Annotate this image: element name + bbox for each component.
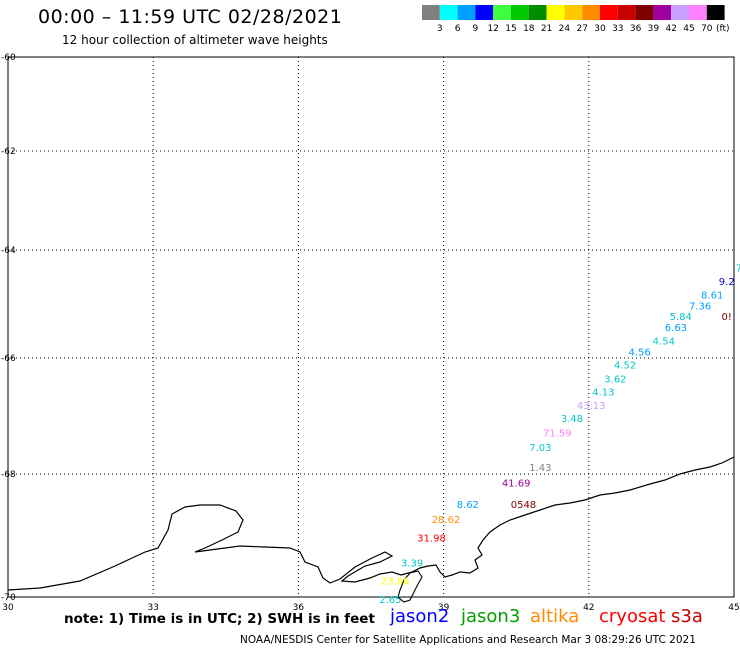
legend-swatch <box>493 5 511 20</box>
lat-tick-label: -70 <box>1 593 16 603</box>
wave-height-label: 0548 <box>511 500 536 511</box>
lat-tick-label: -68 <box>1 470 16 480</box>
lon-tick-label: 36 <box>293 603 305 613</box>
legend-swatch <box>671 5 689 20</box>
legend-swatch <box>635 5 654 20</box>
credit-line: NOAA/NESDIS Center for Satellite Applica… <box>240 634 696 646</box>
lat-tick-label: -60 <box>1 53 16 63</box>
legend-label: 18 <box>523 24 535 34</box>
page-subtitle: 12 hour collection of altimeter wave hei… <box>62 33 328 47</box>
wave-height-label: 7.03 <box>529 443 551 454</box>
page-title: 00:00 – 11:59 UTC 02/28/2021 <box>38 6 343 28</box>
map-frame <box>7 56 735 598</box>
satellite-label: s3a <box>671 606 703 627</box>
wave-height-label: 4.52 <box>614 360 636 371</box>
legend-swatch <box>511 5 529 20</box>
legend-swatch <box>582 5 600 20</box>
legend-swatch <box>546 5 565 20</box>
wave-height-label: 8.61 <box>701 291 723 302</box>
legend-label: 15 <box>505 24 516 34</box>
lat-tick-label: -64 <box>1 246 16 256</box>
legend-swatch <box>617 5 636 20</box>
legend-label: 36 <box>630 24 642 34</box>
island-outline <box>397 570 423 603</box>
satellite-label: cryosat <box>599 606 666 627</box>
legend-label: 27 <box>576 24 587 34</box>
legend-label: 3 <box>437 24 443 34</box>
wave-height-label: 71.59 <box>543 428 572 439</box>
lon-tick-label: 30 <box>2 603 14 613</box>
lon-tick-label: 39 <box>438 603 450 613</box>
wave-height-label: 0! <box>722 312 732 323</box>
legend-swatch <box>457 5 476 20</box>
legend-label: 42 <box>665 24 676 34</box>
legend-swatch <box>475 5 494 20</box>
wave-height-label: 5.84 <box>670 312 692 323</box>
legend-swatch <box>653 5 672 20</box>
wave-height-label: 6.63 <box>665 323 687 334</box>
legend-label: 30 <box>594 24 606 34</box>
wave-height-label: 9.2 <box>719 277 735 288</box>
legend-swatch <box>422 5 440 20</box>
lon-tick-label: 45 <box>728 603 739 613</box>
wave-height-label: 41.69 <box>502 478 531 489</box>
wave-height-label: 31.98 <box>417 534 446 545</box>
wave-height-label: 3.62 <box>604 374 626 385</box>
wave-height-label: 1.43 <box>529 463 551 474</box>
wave-height-label: 28.62 <box>432 515 461 526</box>
satellite-label: altika <box>530 606 580 627</box>
legend-swatch <box>439 5 458 20</box>
note-text: note: 1) Time is in UTC; 2) SWH is in fe… <box>64 611 375 627</box>
legend-label: 21 <box>541 24 552 34</box>
legend-label: 33 <box>612 24 623 34</box>
legend-swatch <box>564 5 583 20</box>
lon-tick-label: 42 <box>583 603 594 613</box>
coastline <box>7 456 735 591</box>
wave-height-label: 43.13 <box>577 401 606 412</box>
wave-height-label: 3.39 <box>401 558 423 569</box>
satellite-label: jason2 <box>390 606 450 627</box>
legend-label: 6 <box>455 24 461 34</box>
legend-label: 39 <box>648 24 660 34</box>
legend-swatch <box>600 5 618 20</box>
wave-height-label: 7 <box>736 264 740 275</box>
wave-height-label: 7.36 <box>689 301 711 312</box>
wave-height-label: 4.54 <box>653 337 675 348</box>
lon-tick-label: 33 <box>147 603 158 613</box>
legend-swatch <box>706 5 725 20</box>
legend-label: 24 <box>559 24 571 34</box>
wave-height-label: 8.62 <box>457 500 479 511</box>
satellite-label: jason3 <box>461 606 521 627</box>
legend-label: 70 <box>701 24 713 34</box>
wave-height-label: 23.86 <box>381 577 410 588</box>
wave-height-label: 4.13 <box>592 388 614 399</box>
lat-tick-label: -62 <box>1 147 16 157</box>
wave-height-label: 3.48 <box>561 414 583 425</box>
legend-unit: (ft) <box>716 24 730 34</box>
legend-swatch <box>528 5 547 20</box>
legend-label: 45 <box>683 24 694 34</box>
legend-label: 12 <box>487 24 498 34</box>
legend-label: 9 <box>473 24 479 34</box>
legend-swatch <box>689 5 707 20</box>
lat-tick-label: -66 <box>1 354 16 364</box>
wave-height-label: 4.56 <box>628 347 650 358</box>
wave-height-label: 2.65 <box>379 595 401 606</box>
